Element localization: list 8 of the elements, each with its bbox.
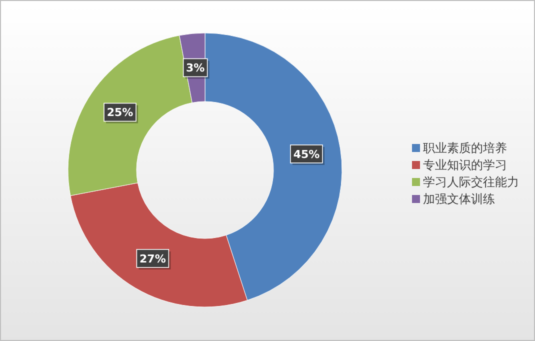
data-label: 27% <box>140 252 166 266</box>
legend-label: 加强文体训练 <box>423 192 495 206</box>
data-label: 25% <box>106 106 134 120</box>
data-label: 3% <box>186 62 205 75</box>
legend-label: 学习人际交往能力 <box>423 175 519 189</box>
legend-label: 专业知识的学习 <box>423 158 507 172</box>
data-label: 45% <box>293 148 320 161</box>
slice-label: 职业素质的培养 <box>423 141 507 155</box>
